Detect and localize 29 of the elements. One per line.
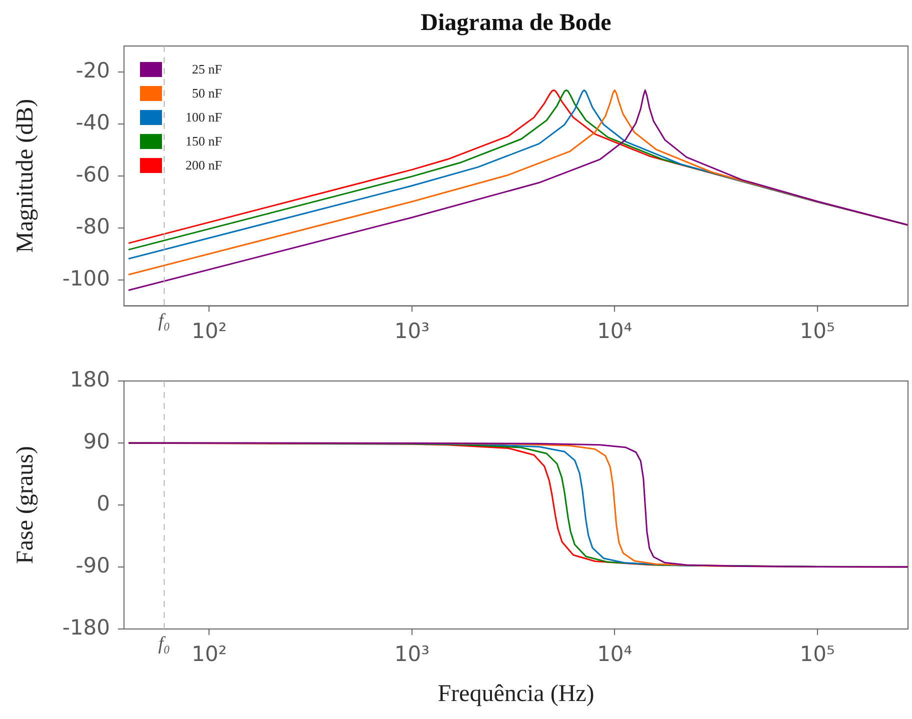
chart-title: Diagrama de Bode	[420, 10, 612, 36]
legend-label: 25 nF	[192, 61, 222, 76]
x-tick-label: 10⁴	[597, 318, 632, 343]
y-tick-label: 90	[83, 429, 110, 454]
y-tick-label: -80	[76, 214, 110, 238]
legend-label: 150 nF	[186, 133, 222, 148]
y-tick-label: -100	[62, 266, 110, 290]
x-tick-label: 10²	[192, 318, 227, 343]
y-axis-title: Magnitude (dB)	[12, 98, 39, 253]
x-tick-label: 10⁴	[597, 642, 632, 666]
y-tick-label: 0	[96, 491, 110, 516]
x-tick-label: 10⁵	[800, 318, 835, 343]
y-tick-label: -40	[76, 110, 110, 134]
x-axis-title: Frequência (Hz)	[438, 680, 594, 707]
legend-label: 100 nF	[186, 109, 222, 124]
legend-label: 200 nF	[186, 157, 222, 172]
ref-line-label: f₀	[158, 310, 170, 332]
y-tick-label: -180	[62, 615, 110, 640]
legend-label: 50 nF	[192, 85, 222, 100]
x-tick-label: 10⁵	[800, 642, 835, 666]
x-tick-label: 10³	[394, 642, 430, 666]
y-tick-label: -90	[76, 553, 110, 578]
y-tick-label: -60	[76, 162, 110, 186]
y-tick-label: 180	[70, 367, 110, 392]
y-tick-label: -20	[76, 58, 110, 82]
y-axis-title: Fase (graus)	[12, 446, 39, 564]
ref-line-label: f₀	[158, 634, 170, 654]
x-tick-label: 10³	[394, 318, 430, 343]
x-tick-label: 10²	[192, 642, 227, 666]
